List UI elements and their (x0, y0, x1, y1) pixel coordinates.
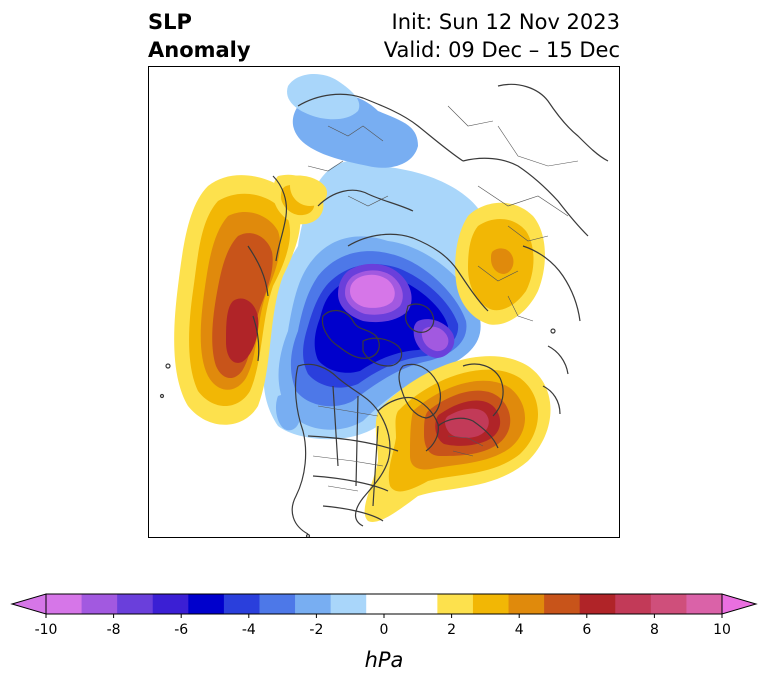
positive-anomaly-north-atlantic (364, 356, 551, 522)
colorbar-extend-max (721, 593, 758, 615)
colorbar-ticks: -10 -8 -6 -4 -2 0 2 4 6 8 10 (35, 614, 731, 638)
colorbar-extend-min (10, 593, 47, 615)
colorbar-segment (223, 594, 260, 614)
map-dates: Init: Sun 12 Nov 2023 Valid: 09 Dec – 15… (384, 8, 620, 64)
coastlines (159, 83, 609, 538)
colorbar-tick-label: 2 (447, 622, 456, 638)
title-variable-type: Anomaly (148, 38, 251, 62)
colorbar-segment (117, 594, 154, 614)
colorbar-segment (544, 594, 581, 614)
colorbar: -10 -8 -6 -4 -2 0 2 4 6 8 10 hPa (10, 593, 758, 672)
colorbar-segment (152, 594, 189, 614)
colorbar-tick-label: -2 (309, 622, 323, 638)
init-date-label: Init: Sun 12 Nov 2023 (391, 10, 620, 34)
colorbar-tick-label: 6 (582, 622, 591, 638)
valid-date-label: Valid: 09 Dec – 15 Dec (383, 38, 620, 62)
colorbar-segment (472, 594, 510, 614)
colorbar-segment (330, 594, 367, 614)
colorbar-segment (579, 594, 616, 614)
colorbar-segment (686, 594, 723, 614)
colorbar-segment (295, 594, 332, 614)
colorbar-segment (508, 594, 545, 614)
colorbar-segment (46, 594, 83, 614)
colorbar-segment (401, 594, 438, 614)
title-variable: SLP (148, 10, 192, 34)
colorbar-tick-label: -6 (174, 622, 188, 638)
colorbar-tick-label: -4 (242, 622, 256, 638)
slp-anomaly-map (148, 66, 620, 538)
colorbar-segment (650, 594, 687, 614)
colorbar-segment (188, 594, 225, 614)
colorbar-tick-label: -8 (107, 622, 121, 638)
colorbar-segment (81, 594, 118, 614)
colorbar-segment (615, 594, 652, 614)
colorbar-unit-label: hPa (365, 648, 404, 672)
colorbar-tick-label: -10 (35, 622, 58, 638)
colorbar-tick-label: 8 (650, 622, 659, 638)
colorbar-segment (437, 594, 474, 614)
colorbar-segment (366, 594, 403, 614)
colorbar-tick-label: 0 (380, 622, 389, 638)
colorbar-tick-label: 10 (713, 622, 731, 638)
positive-anomaly-eurasia (290, 175, 545, 325)
country-borders (307, 105, 579, 492)
colorbar-tick-label: 4 (515, 622, 524, 638)
colorbar-segment (259, 594, 296, 614)
map-title: SLP Anomaly (148, 8, 251, 64)
negative-anomaly-polar-low (263, 74, 491, 440)
colorbar-segments (10, 593, 758, 615)
